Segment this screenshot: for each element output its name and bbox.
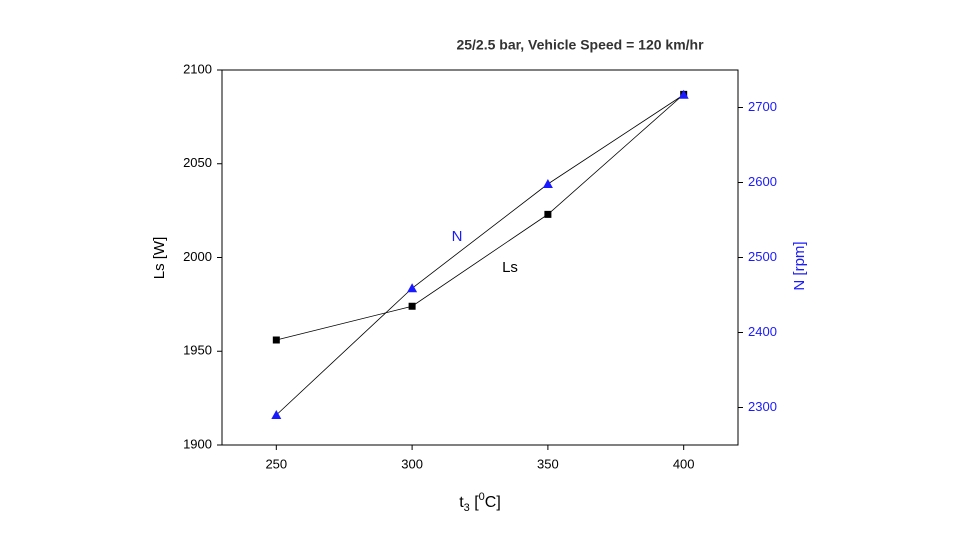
y-tick-label: 2000 bbox=[183, 249, 212, 264]
series-line bbox=[276, 94, 684, 341]
y2-tick-label: 2500 bbox=[748, 249, 777, 264]
marker bbox=[407, 283, 418, 293]
x-axis-label: t3 [0C] bbox=[459, 491, 501, 514]
x-label-part: t bbox=[459, 494, 464, 511]
x-label-part: C] bbox=[485, 494, 501, 511]
x-tick-label: 250 bbox=[265, 456, 287, 471]
x-label-part: [ bbox=[470, 494, 479, 511]
marker bbox=[542, 179, 553, 188]
chart-title: 25/2.5 bar, Vehicle Speed = 120 km/hr bbox=[456, 37, 704, 53]
y-tick-label: 1950 bbox=[183, 343, 212, 358]
y2-tick-label: 2400 bbox=[748, 324, 777, 339]
y2-tick-label: 2700 bbox=[748, 99, 777, 114]
marker bbox=[544, 210, 552, 218]
y2-axis-label: N [rpm] bbox=[791, 241, 808, 290]
y2-tick-label: 2600 bbox=[748, 174, 777, 189]
x-tick-label: 350 bbox=[537, 456, 559, 471]
marker bbox=[678, 89, 689, 99]
marker bbox=[271, 410, 282, 419]
plot-frame bbox=[221, 69, 739, 446]
series-label: N bbox=[452, 228, 463, 245]
x-label-part: 0 bbox=[479, 491, 485, 503]
marker bbox=[408, 302, 416, 310]
series-line bbox=[276, 94, 684, 416]
series-label: Ls bbox=[502, 259, 518, 276]
y2-tick-label: 2300 bbox=[748, 399, 777, 414]
y-tick-label: 2050 bbox=[183, 155, 212, 170]
y-axis-label: Ls [W] bbox=[151, 237, 168, 280]
x-tick-label: 400 bbox=[673, 456, 695, 471]
x-label-part: 3 bbox=[464, 502, 470, 514]
y-tick-label: 2100 bbox=[183, 61, 212, 76]
y-tick-label: 1900 bbox=[183, 436, 212, 451]
x-tick-label: 300 bbox=[401, 456, 423, 471]
marker bbox=[272, 336, 280, 344]
